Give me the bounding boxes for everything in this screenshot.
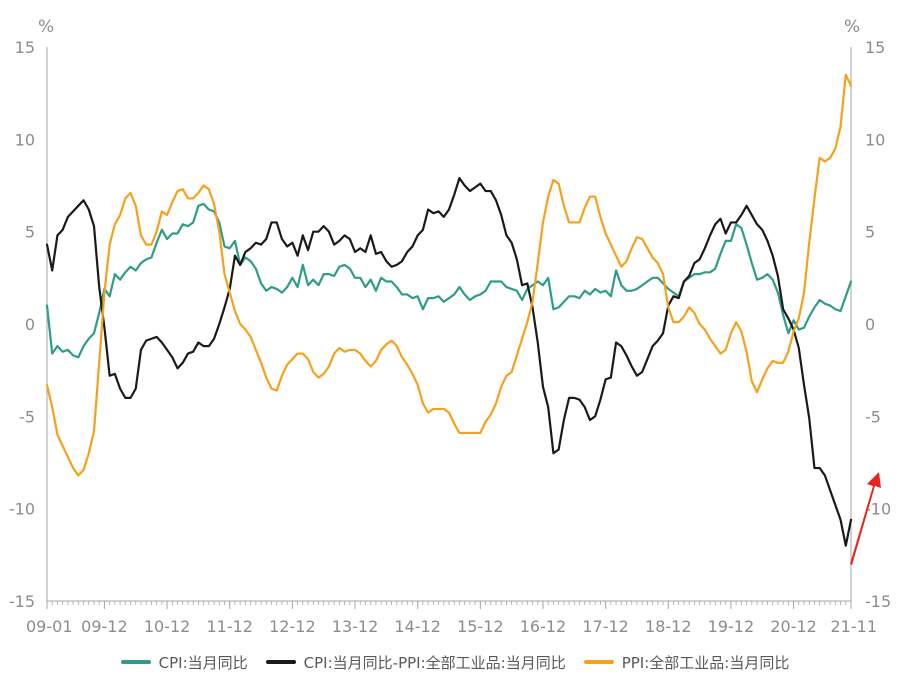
right-y-tick-label: -10 — [865, 500, 891, 519]
x-tick-label: 12-12 — [269, 617, 316, 636]
legend-swatch — [265, 660, 296, 664]
right-y-tick-label: 0 — [865, 315, 875, 334]
x-tick-label: 10-12 — [144, 617, 191, 636]
chart-axes: 15 15 10 10 5 5 0 0 -5 -5 -10 -10 -15 -15 09-01 09-12 10… — [9, 38, 891, 636]
legend-item-cpi: CPI:当月同比 — [120, 652, 248, 673]
left-y-tick-label: 5 — [25, 223, 35, 242]
left-y-tick-label: -10 — [9, 500, 35, 519]
cpi-series-line — [45, 202, 853, 359]
left-y-tick-label: -15 — [9, 592, 35, 611]
legend-label: CPI:当月同比 — [158, 653, 248, 672]
cpi-minus-ppi-series-line — [45, 177, 853, 547]
x-tick-label: 21-11 — [831, 617, 878, 636]
right-y-tick-label: -15 — [865, 592, 891, 611]
right-y-unit-label: % — [844, 17, 860, 37]
left-y-tick-label: 15 — [15, 38, 35, 57]
legend-item-cpi-minus-ppi: CPI:当月同比-PPI:全部工业品:当月同比 — [265, 652, 566, 673]
ppi-series-line — [45, 73, 853, 477]
legend-item-ppi: PPI:全部工业品:当月同比 — [583, 652, 790, 673]
legend-label: CPI:当月同比-PPI:全部工业品:当月同比 — [303, 653, 566, 672]
chart-legend: CPI:当月同比 CPI:当月同比-PPI:全部工业品:当月同比 PPI:全部工业品… — [0, 650, 910, 674]
x-tick-label: 19-12 — [708, 617, 755, 636]
x-tick-label: 13-12 — [332, 617, 379, 636]
x-tick-label: 15-12 — [457, 617, 504, 636]
legend-swatch — [120, 660, 151, 664]
legend-swatch — [583, 660, 614, 664]
x-tick-label: 16-12 — [520, 617, 567, 636]
legend-label: PPI:全部工业品:当月同比 — [621, 653, 790, 672]
right-y-tick-label: 15 — [865, 38, 885, 57]
x-tick-label: 09-12 — [81, 617, 128, 636]
x-tick-label: 14-12 — [394, 617, 441, 636]
left-y-tick-label: 10 — [15, 130, 35, 149]
x-tick-label: 11-12 — [206, 617, 253, 636]
left-y-tick-label: -5 — [19, 407, 35, 426]
plot-area — [45, 73, 853, 547]
right-y-tick-label: 5 — [865, 223, 875, 242]
red-arrow-annotation — [850, 472, 881, 565]
x-tick-label: 18-12 — [645, 617, 692, 636]
x-tick-label: 09-01 — [26, 617, 73, 636]
x-tick-label: 20-12 — [770, 617, 817, 636]
right-y-tick-label: -5 — [865, 407, 881, 426]
left-y-tick-label: 0 — [25, 315, 35, 334]
x-tick-label: 17-12 — [582, 617, 629, 636]
right-y-tick-label: 10 — [865, 130, 885, 149]
left-y-unit-label: % — [38, 17, 54, 37]
